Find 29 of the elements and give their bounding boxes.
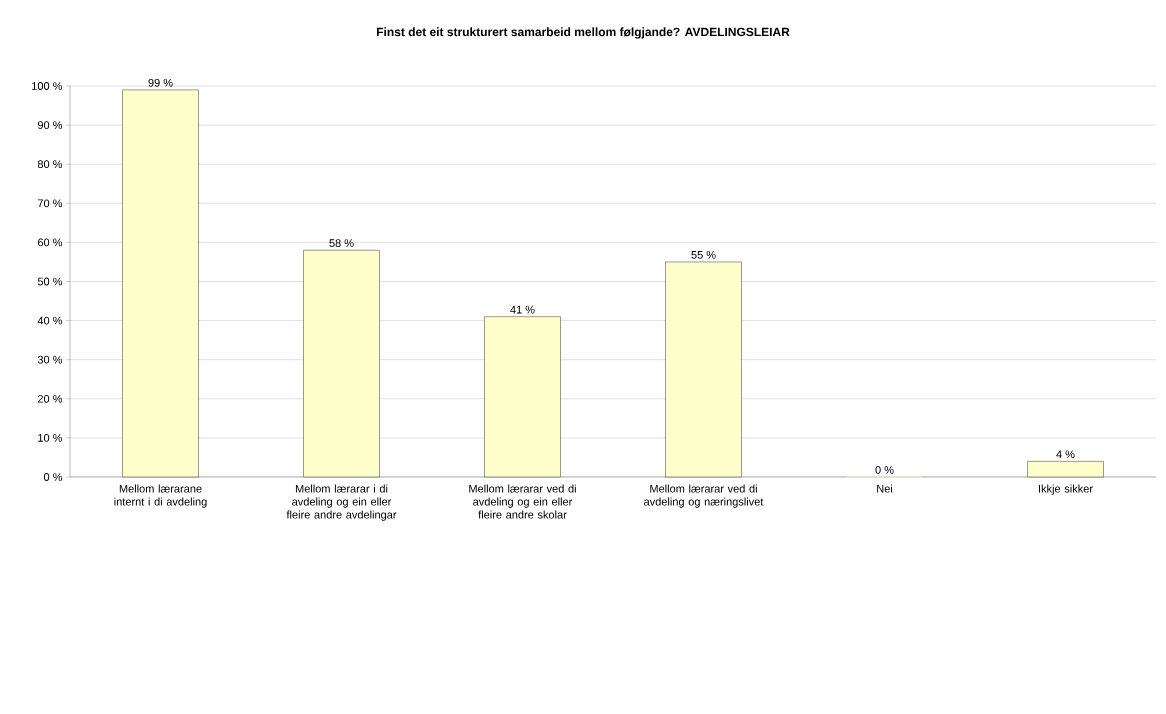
data-label: 41 % (510, 305, 535, 314)
y-tick-label: 20 % (37, 394, 63, 403)
data-label: 58 % (329, 239, 354, 248)
x-tick-label: Mellom lærarar ved di avdeling og ein eller fleire andre skolar (469, 484, 576, 519)
y-tick-label: 40 % (37, 316, 63, 325)
x-tick-label: Ikkje sikker (1039, 484, 1093, 495)
bar (303, 250, 380, 478)
y-tick-label: 90 % (37, 121, 63, 129)
y-tick-label: 100 % (32, 82, 63, 90)
data-label: 55 % (691, 251, 716, 259)
bar (484, 316, 561, 478)
y-tick-label: 80 % (37, 160, 63, 169)
y-tick-label: 70 % (37, 199, 63, 208)
y-tick-label: 10 % (38, 434, 63, 442)
data-label: 99 % (148, 78, 173, 87)
data-label: 4 % (1056, 450, 1075, 459)
bar (1027, 461, 1104, 478)
data-label: 0 % (875, 466, 894, 474)
y-tick-label: 50 % (37, 277, 63, 286)
x-tick-label: Mellom lærarar i di avdeling og ein eller fleire andre avdelingar (286, 484, 397, 521)
bar (122, 89, 199, 478)
y-tick-label: 0 % (43, 473, 63, 481)
x-tick-label: Mellom lærarane internt i di avdeling (114, 484, 207, 508)
y-tick-label: 60 % (37, 238, 63, 247)
y-tick-label: 30 % (37, 355, 63, 364)
chart-title: Finst det eit strukturert samarbeid mellom følgjande? AVDELINGSLEIAR (377, 27, 790, 39)
x-tick-label: Nei (877, 484, 893, 493)
bar (665, 261, 742, 478)
x-tick-label: Mellom lærarar ved di avdeling og næringslivet (644, 484, 764, 508)
